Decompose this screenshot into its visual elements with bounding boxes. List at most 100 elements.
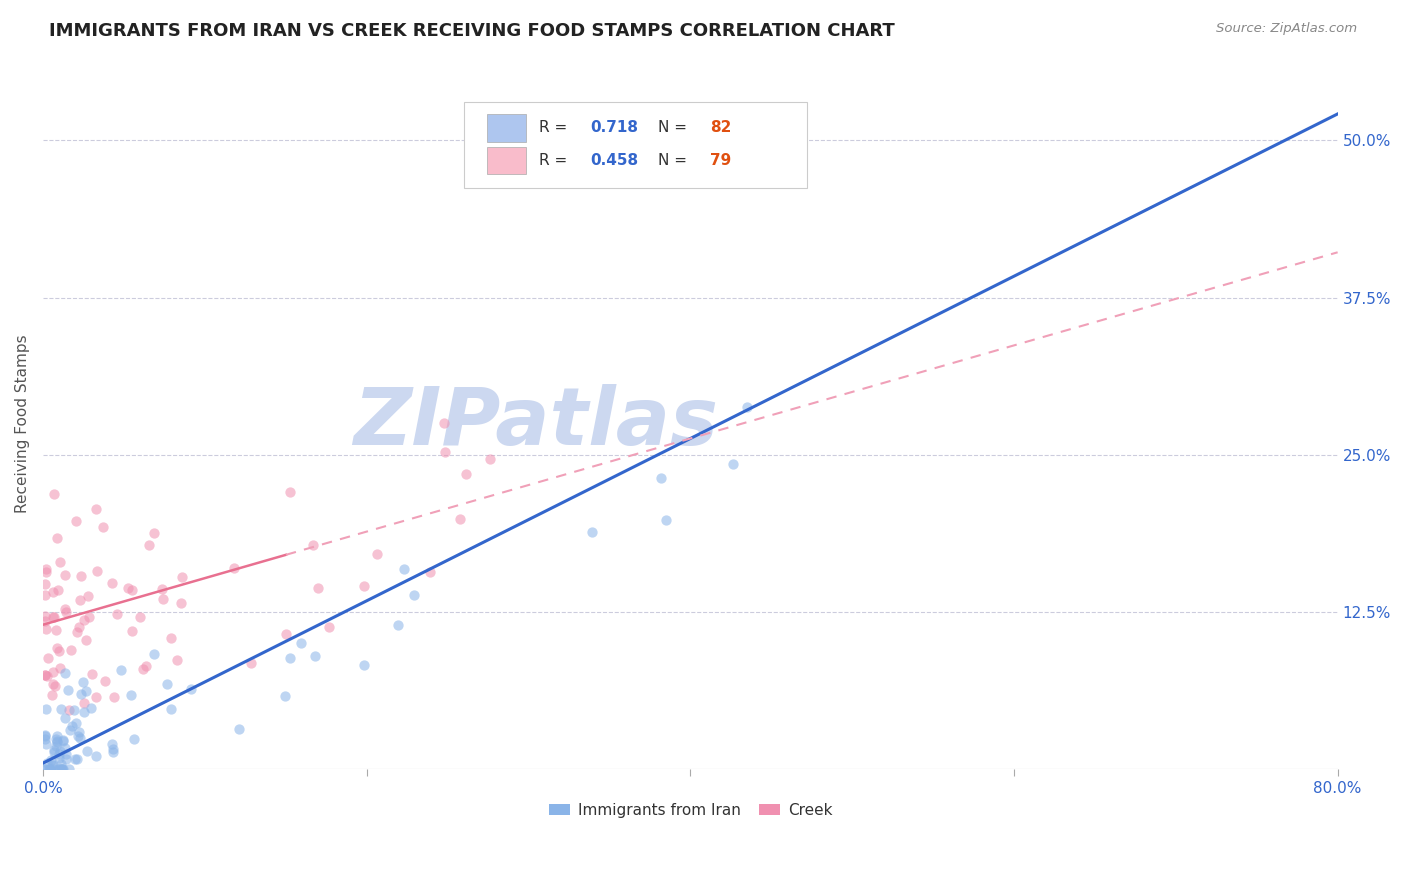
Point <box>53 711 76 725</box>
Point <box>721 457 744 471</box>
Point <box>278 485 301 500</box>
Point <box>387 617 409 632</box>
Point <box>41 762 63 776</box>
Point <box>170 596 193 610</box>
Point <box>65 514 87 528</box>
Point <box>135 659 157 673</box>
Point <box>101 745 124 759</box>
Point <box>73 696 96 710</box>
Point <box>304 648 326 663</box>
Point <box>42 584 65 599</box>
Point <box>45 623 67 637</box>
Text: R =: R = <box>538 120 572 136</box>
Point <box>56 683 79 698</box>
Point <box>73 614 96 628</box>
Point <box>156 676 179 690</box>
Point <box>34 608 56 623</box>
Point <box>105 607 128 621</box>
Point <box>34 762 56 776</box>
Point <box>84 749 107 764</box>
Point <box>86 565 108 579</box>
Point <box>42 743 65 757</box>
Point <box>49 762 72 776</box>
Point <box>34 668 56 682</box>
Point <box>132 662 155 676</box>
Point <box>52 762 75 776</box>
Point <box>143 526 166 541</box>
Point <box>122 732 145 747</box>
Point <box>655 512 678 526</box>
Point <box>581 524 603 539</box>
Point <box>41 688 63 702</box>
Text: 82: 82 <box>710 120 731 136</box>
Point <box>34 588 56 602</box>
Point <box>69 687 91 701</box>
Point <box>44 745 66 759</box>
Text: N =: N = <box>658 120 692 136</box>
Point <box>58 762 80 776</box>
Point <box>60 643 83 657</box>
Point <box>46 531 69 545</box>
Point <box>101 737 124 751</box>
Point <box>63 703 86 717</box>
Point <box>280 650 302 665</box>
Point <box>75 632 97 647</box>
Point <box>42 677 65 691</box>
Point <box>34 731 56 746</box>
Point <box>59 723 82 738</box>
Point <box>48 762 70 776</box>
Point <box>76 589 98 603</box>
Point <box>37 756 59 770</box>
Point <box>86 690 108 704</box>
Point <box>70 569 93 583</box>
Point <box>160 631 183 645</box>
Point <box>117 582 139 596</box>
Point <box>94 673 117 688</box>
Point <box>735 400 758 414</box>
Point <box>433 445 456 459</box>
Text: R =: R = <box>538 153 572 168</box>
Point <box>353 658 375 673</box>
Point <box>402 589 425 603</box>
Point <box>650 471 672 485</box>
Point <box>49 701 72 715</box>
Point <box>49 661 72 675</box>
Point <box>454 467 477 482</box>
Point <box>55 605 77 619</box>
Point <box>166 653 188 667</box>
Point <box>53 740 76 755</box>
Text: Source: ZipAtlas.com: Source: ZipAtlas.com <box>1216 22 1357 36</box>
Text: ZIPatlas: ZIPatlas <box>353 384 717 462</box>
Text: 0.718: 0.718 <box>591 120 638 136</box>
Point <box>55 747 77 761</box>
Point <box>55 752 77 766</box>
Point <box>72 674 94 689</box>
Point <box>58 703 80 717</box>
Point <box>180 681 202 696</box>
Text: IMMIGRANTS FROM IRAN VS CREEK RECEIVING FOOD STAMPS CORRELATION CHART: IMMIGRANTS FROM IRAN VS CREEK RECEIVING … <box>49 22 896 40</box>
Point <box>76 744 98 758</box>
Point <box>120 689 142 703</box>
Point <box>49 555 72 569</box>
Point <box>35 565 58 579</box>
Point <box>170 570 193 584</box>
Point <box>152 582 174 597</box>
Point <box>159 701 181 715</box>
Text: 0.458: 0.458 <box>591 153 638 168</box>
Point <box>67 619 90 633</box>
Point <box>39 762 62 776</box>
Point <box>392 562 415 576</box>
Point <box>35 561 58 575</box>
Point <box>79 700 101 714</box>
Point <box>129 610 152 624</box>
Point <box>103 741 125 756</box>
Legend: Immigrants from Iran, Creek: Immigrants from Iran, Creek <box>543 797 838 824</box>
Point <box>110 663 132 677</box>
Point <box>62 719 84 733</box>
Point <box>138 537 160 551</box>
Point <box>53 665 76 680</box>
Point <box>41 758 63 772</box>
Point <box>228 723 250 737</box>
Point <box>51 762 73 776</box>
Point <box>38 762 60 776</box>
